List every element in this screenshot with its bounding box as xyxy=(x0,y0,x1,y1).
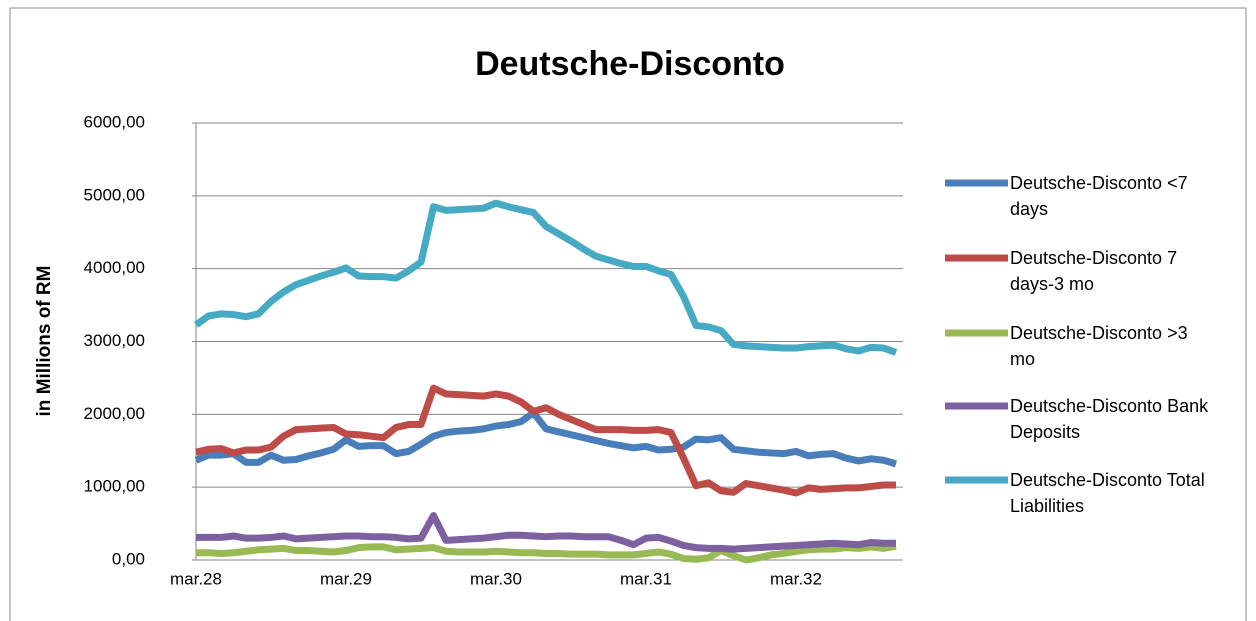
y-tick-label: 6000,00 xyxy=(84,112,145,131)
y-axis-label: in Millions of RM xyxy=(34,266,55,417)
legend-entry: Deutsche-Disconto Bank Deposits xyxy=(1010,396,1209,442)
x-tick-label: mar.28 xyxy=(170,569,222,588)
x-tick-label: mar.30 xyxy=(470,569,522,588)
series-line xyxy=(194,409,897,468)
y-tick-label: 3000,00 xyxy=(84,331,145,350)
legend-entry: Deutsche-Disconto >3 mo xyxy=(1010,323,1188,369)
series-line xyxy=(196,512,896,553)
legend-entry: Deutsche-Disconto <7 days xyxy=(1010,173,1188,219)
y-tick-label: 2000,00 xyxy=(84,404,145,423)
legend-entry: Deutsche-Disconto 7 days-3 mo xyxy=(1010,248,1178,294)
chart-border xyxy=(9,7,1247,621)
chart-title: Deutsche-Disconto xyxy=(475,45,785,83)
x-tick-label: mar.32 xyxy=(770,569,822,588)
legend-entry: Deutsche-Disconto Total Liabilities xyxy=(1010,470,1205,516)
y-tick-label: 1000,00 xyxy=(84,477,145,496)
y-tick-label: 4000,00 xyxy=(84,258,145,277)
y-tick-label: 0,00 xyxy=(112,549,145,568)
x-tick-label: mar.29 xyxy=(320,569,372,588)
series-line xyxy=(193,199,898,356)
series-line xyxy=(196,542,897,564)
y-tick-label: 5000,00 xyxy=(84,185,145,204)
x-tick-label: mar.31 xyxy=(620,569,672,588)
series-line xyxy=(195,384,896,497)
